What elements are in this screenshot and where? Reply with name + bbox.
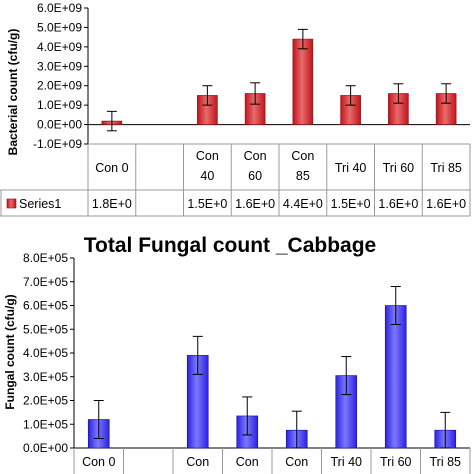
y-tick-label: 3.0E+05 — [23, 370, 68, 384]
bar — [292, 38, 314, 125]
table-value: 1.8E+0 — [92, 197, 132, 211]
x-category-label: Con — [236, 455, 259, 469]
y-tick-label: 4.0E+05 — [23, 346, 68, 360]
y-tick-label: 1.0E+05 — [23, 417, 68, 431]
y-axis-label: Bacterial count (cfu/g) — [6, 29, 20, 156]
x-category-label: Con — [291, 149, 314, 163]
x-category-label: Tri 60 — [380, 455, 412, 469]
y-tick-label: 0.0E+00 — [23, 441, 68, 455]
y-tick-label: 0.0E+00 — [37, 118, 82, 132]
x-category-label: Con — [196, 149, 219, 163]
x-category-label: Tri 40 — [335, 161, 367, 175]
legend-label: Series1 — [19, 197, 61, 211]
y-tick-label: 8.0E+05 — [23, 251, 68, 265]
y-tick-label: 4.0E+09 — [37, 40, 82, 54]
x-category-label: Con 0 — [82, 455, 115, 469]
x-category-label: Tri 40 — [331, 455, 363, 469]
table-value: 1.5E+0 — [331, 197, 371, 211]
x-category-label: Tri 85 — [430, 455, 462, 469]
table-value: 1.5E+0 — [187, 197, 227, 211]
x-category-label: 40 — [200, 169, 214, 183]
table-value: 1.6E+0 — [235, 197, 275, 211]
y-axis-label: Fungal count (cfu/g) — [3, 294, 17, 409]
x-category-label: Tri 60 — [383, 161, 415, 175]
fungal-count-chart: Total Fungal count _Cabbage 0.0E+00 1.0E+0… — [3, 234, 471, 474]
bar — [384, 305, 407, 449]
chart-title: Total Fungal count _Cabbage — [84, 234, 376, 257]
x-category-label: Con 0 — [95, 161, 128, 175]
x-category-label: Con — [244, 149, 267, 163]
y-tick-label: 6.0E+05 — [23, 299, 68, 313]
x-category-label: Con — [186, 455, 209, 469]
y-tick-label: 2.0E+05 — [23, 394, 68, 408]
y-tick-label: 1.0E+09 — [37, 98, 82, 112]
x-category-label: Con — [285, 455, 308, 469]
y-tick-label: 2.0E+09 — [37, 79, 82, 93]
y-tick-label: 6.0E+09 — [37, 1, 82, 15]
bacterial-count-chart: -1.0E+09 0.0E+00 1.0E+09 2.0E+09 3.0E+09 4.0E… — [0, 1, 471, 217]
y-tick-label: 3.0E+09 — [37, 59, 82, 73]
x-category-label: 85 — [296, 169, 310, 183]
table-value: 1.6E+0 — [426, 197, 466, 211]
y-tick-label: 7.0E+05 — [23, 275, 68, 289]
legend-key — [6, 198, 17, 209]
y-tick-label: 5.0E+05 — [23, 322, 68, 336]
y-tick-label: 5.0E+09 — [37, 20, 82, 34]
x-category-label: Tri 85 — [430, 161, 462, 175]
x-category-label: 60 — [248, 169, 262, 183]
table-value: 1.6E+0 — [378, 197, 418, 211]
table-value: 4.4E+0 — [283, 197, 323, 211]
y-tick-label: -1.0E+09 — [33, 137, 82, 151]
